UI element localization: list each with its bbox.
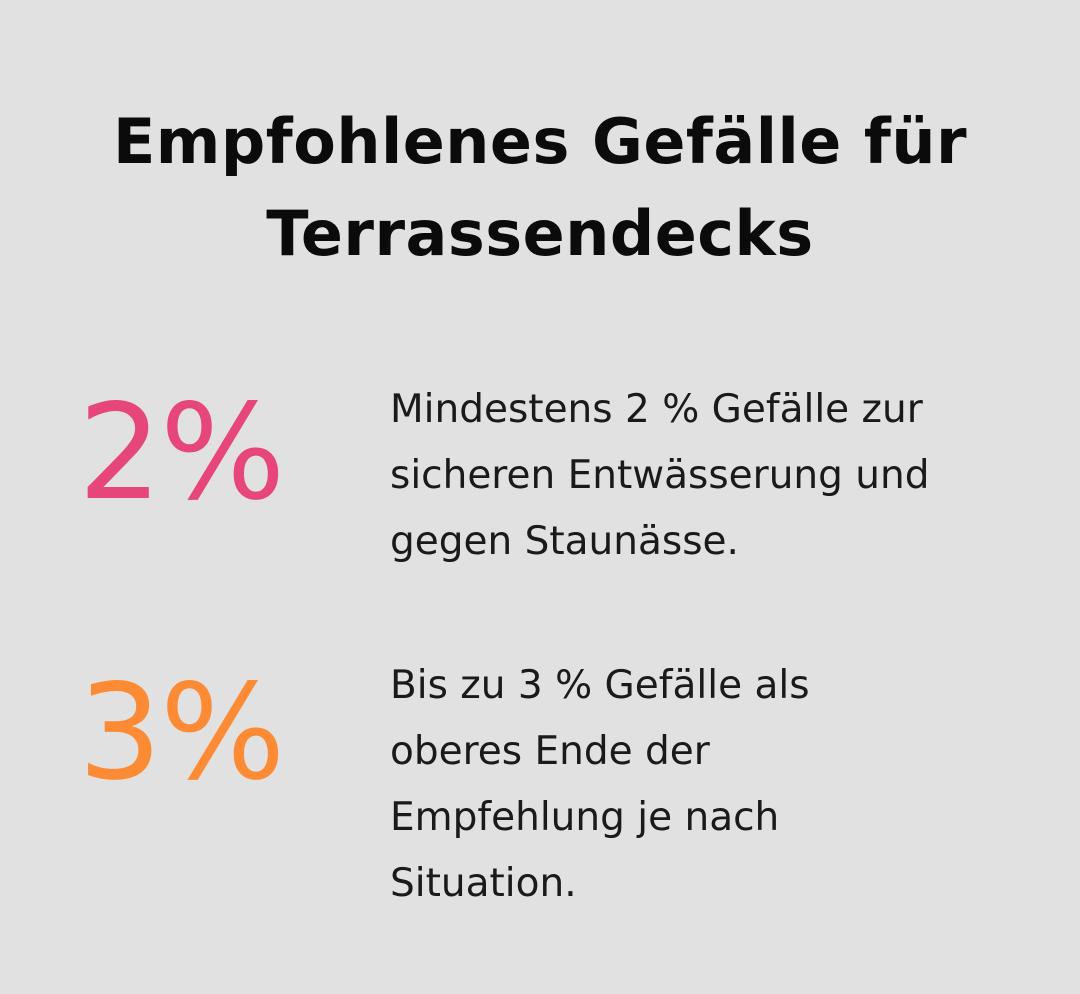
title-line-1: Empfohlenes Gefälle für <box>112 105 968 178</box>
stat-value-2-percent: 2% <box>78 376 285 530</box>
stat-value-3-percent: 3% <box>78 656 285 810</box>
stat-description-line: oberes Ende der <box>390 729 710 774</box>
stat-description-line: sicheren Entwässerung und <box>390 453 930 498</box>
stat-description-line: Empfehlung je nach <box>390 795 780 840</box>
stat-3-percent: 3% <box>78 658 378 808</box>
title-line-2: Terrassendecks <box>266 197 814 270</box>
stat-description-line: Situation. <box>390 861 577 906</box>
stat-description-line: gegen Staunässe. <box>390 519 739 564</box>
stat-description-line: Bis zu 3 % Gefälle als <box>390 663 810 708</box>
stat-description-2-percent: Mindestens 2 % Gefälle zur sicheren Entw… <box>390 377 1030 575</box>
stat-2-percent: 2% <box>78 378 378 528</box>
stat-description-line: Mindestens 2 % Gefälle zur <box>390 387 923 432</box>
page-title: Empfohlenes Gefälle für Terrassendecks <box>0 96 1080 280</box>
stat-description-3-percent: Bis zu 3 % Gefälle als oberes Ende der E… <box>390 653 1030 917</box>
